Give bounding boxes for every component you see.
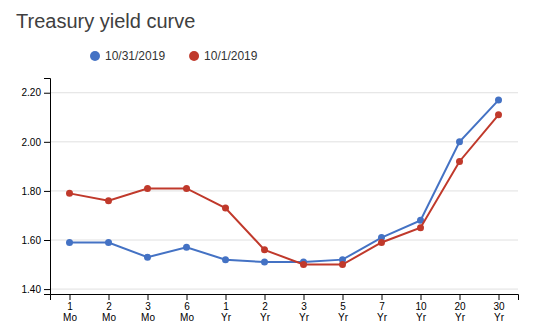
y-tick: 1.60	[22, 235, 50, 246]
grid-line	[50, 289, 518, 290]
point	[183, 244, 190, 251]
legend: 10/31/2019 10/1/2019	[90, 49, 258, 63]
legend-label: 10/31/2019	[105, 49, 165, 63]
y-tick: 2.00	[22, 137, 50, 148]
point	[456, 138, 463, 145]
grid-line	[50, 190, 518, 191]
x-tick-mark	[304, 294, 305, 300]
y-tick-mark	[44, 191, 50, 192]
y-tick: 1.40	[22, 284, 50, 295]
y-tick-mark	[44, 93, 50, 94]
legend-marker	[189, 51, 199, 61]
point	[66, 239, 73, 246]
y-tick-label: 2.00	[22, 137, 42, 148]
x-tick-mark	[70, 294, 71, 300]
legend-item: 10/31/2019	[90, 49, 165, 63]
point	[456, 158, 463, 165]
x-tick-label: 1Mo	[63, 301, 77, 323]
grid-line	[50, 92, 518, 93]
x-tick: 7Yr	[377, 294, 388, 323]
x-tick-mark	[421, 294, 422, 300]
x-tick-label: 5Yr	[338, 301, 349, 323]
x-tick: 3Yr	[299, 294, 310, 323]
x-tick-label: 20Yr	[454, 301, 466, 323]
x-tick-label: 2Mo	[102, 301, 116, 323]
y-axis: 1.40 1.60 1.80 2.00 2.20	[22, 79, 51, 295]
y-axis-line	[44, 79, 51, 295]
x-tick: 6Mo	[180, 294, 194, 323]
x-tick-mark	[187, 294, 188, 300]
y-tick-mark	[44, 289, 50, 290]
x-tick: 1Mo	[63, 294, 77, 323]
plot: 1.40 1.60 1.80 2.00 2.20 1Mo 2Mo 3Mo 6Mo 1Yr 2Yr 3Y…	[22, 79, 519, 324]
point	[222, 256, 229, 263]
y-tick-label: 1.60	[22, 235, 42, 246]
x-tick-label: 2Yr	[260, 301, 271, 323]
point	[378, 239, 385, 246]
x-tick-mark	[343, 294, 344, 300]
x-tick-label: 10Yr	[415, 301, 427, 323]
x-tick-mark	[460, 294, 461, 300]
legend-marker	[90, 51, 100, 61]
x-tick-label: 3Mo	[141, 301, 155, 323]
x-tick: 5Yr	[338, 294, 349, 323]
x-tick-mark	[148, 294, 149, 300]
x-tick-mark	[382, 294, 383, 300]
y-tick-label: 1.40	[22, 284, 42, 295]
legend-label: 10/1/2019	[204, 49, 258, 63]
point	[66, 190, 73, 197]
x-tick-mark	[226, 294, 227, 300]
x-tick-label: 6Mo	[180, 301, 194, 323]
x-tick: 20Yr	[454, 294, 466, 323]
y-tick-mark	[44, 142, 50, 143]
x-tick-label: 1Yr	[221, 301, 232, 323]
x-tick: 3Mo	[141, 294, 155, 323]
point	[105, 197, 112, 204]
x-tick: 1Yr	[221, 294, 232, 323]
x-tick-label: 30Yr	[493, 301, 505, 323]
point	[300, 261, 307, 268]
x-tick: 2Mo	[102, 294, 116, 323]
series-line	[70, 115, 499, 265]
point	[417, 224, 424, 231]
grid-line	[50, 240, 518, 241]
title: Treasury yield curve	[16, 10, 195, 32]
x-tick-mark	[499, 294, 500, 300]
point	[222, 205, 229, 212]
y-tick: 2.20	[22, 87, 50, 98]
y-tick-label: 1.80	[22, 186, 42, 197]
point	[495, 111, 502, 118]
x-tick: 30Yr	[493, 294, 505, 323]
legend-item: 10/1/2019	[189, 49, 258, 63]
x-tick: 2Yr	[260, 294, 271, 323]
point	[183, 185, 190, 192]
point	[105, 239, 112, 246]
grid-line	[50, 141, 518, 142]
point	[261, 246, 268, 253]
x-axis-line	[51, 295, 519, 301]
point	[495, 97, 502, 104]
grid	[50, 93, 518, 289]
x-tick-mark	[109, 294, 110, 300]
point	[144, 185, 151, 192]
y-tick-mark	[44, 240, 50, 241]
point	[144, 254, 151, 261]
x-tick-mark	[265, 294, 266, 300]
x-tick-label: 7Yr	[377, 301, 388, 323]
point	[261, 259, 268, 266]
point	[339, 261, 346, 268]
marks	[66, 97, 502, 268]
chart: Treasury yield curve10/31/201910/1/20191…	[0, 0, 534, 336]
series-line	[70, 100, 499, 262]
x-axis: 1Mo 2Mo 3Mo 6Mo 1Yr 2Yr 3Yr 5Yr 7Yr 10Yr 20Yr 30Yr	[51, 294, 519, 323]
x-tick: 10Yr	[415, 294, 427, 323]
y-tick-label: 2.20	[22, 87, 42, 98]
y-tick: 1.80	[22, 186, 50, 197]
x-tick-label: 3Yr	[299, 301, 310, 323]
